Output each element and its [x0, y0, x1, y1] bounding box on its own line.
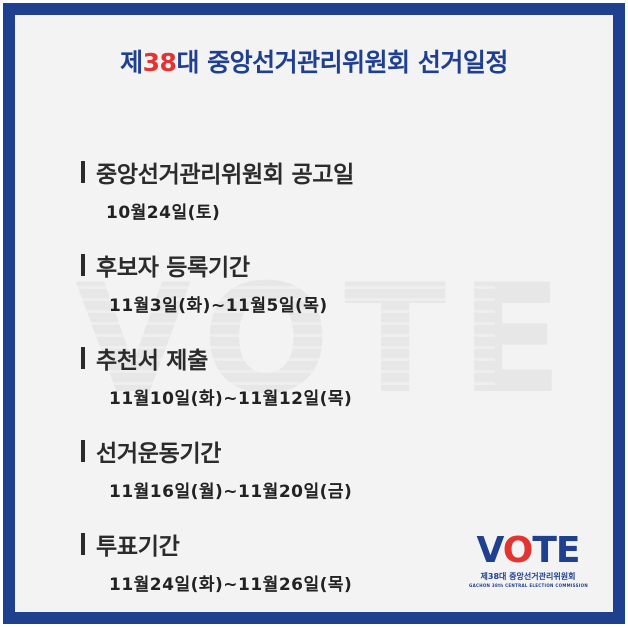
schedule-item-title: 후보자 등록기간: [96, 255, 250, 281]
schedule-item-title: 추천서 제출: [96, 348, 209, 374]
schedule-item-date: 10월24일(토): [106, 203, 221, 223]
title-number: 38: [142, 48, 177, 77]
schedule-item: 후보자 등록기간 11월3일(화)~11월5일(목): [81, 250, 354, 316]
schedule-item: 선거운동기간 11월16일(월)~11월20일(금): [81, 436, 354, 502]
title-prefix: 제: [120, 48, 143, 77]
schedule-list: 중앙선거관리위원회 공고일 10월24일(토) 후보자 등록기간 11월3일(화…: [81, 157, 354, 612]
schedule-item-title: 중앙선거관리위원회 공고일: [96, 162, 355, 188]
schedule-item: 중앙선거관리위원회 공고일 10월24일(토): [81, 157, 354, 223]
schedule-item-date: 11월16일(월)~11월20일(금): [109, 482, 353, 502]
logo-subtitle: 제38대 중앙선거관리위원회: [480, 572, 576, 581]
logo-english: GACHON 38th CENTRAL ELECTION COMMISSION: [469, 583, 588, 588]
watermark-stripes: [75, 277, 495, 417]
schedule-item: 추천서 제출 11월10일(화)~11월12일(목): [81, 343, 354, 409]
page-title: 제38대 중앙선거관리위원회 선거일정: [15, 43, 613, 79]
schedule-item: 투표기간 11월24일(화)~11월26일(목): [81, 529, 354, 595]
poster-frame: VOTE 제38대 중앙선거관리위원회 선거일정 중앙선거관리위원회 공고일 1…: [3, 3, 625, 624]
vote-logo: VOTE 제38대 중앙선거관리위원회 GACHON 38th CENTRAL …: [469, 530, 588, 589]
schedule-item-title: 투표기간: [96, 534, 180, 560]
item-bar: [81, 347, 85, 369]
schedule-item-date: 11월24일(화)~11월26일(목): [109, 575, 353, 595]
title-suffix: 대 중앙선거관리위원회 선거일정: [176, 48, 508, 77]
item-bar: [81, 440, 85, 462]
item-bar: [81, 533, 85, 555]
schedule-item-date: 11월3일(화)~11월5일(목): [109, 296, 328, 316]
schedule-item-title: 선거운동기간: [96, 441, 222, 467]
schedule-item-date: 11월10일(화)~11월12일(목): [109, 389, 353, 409]
logo-wordmark: VOTE: [476, 530, 581, 571]
item-bar: [81, 161, 85, 183]
item-bar: [81, 254, 85, 276]
